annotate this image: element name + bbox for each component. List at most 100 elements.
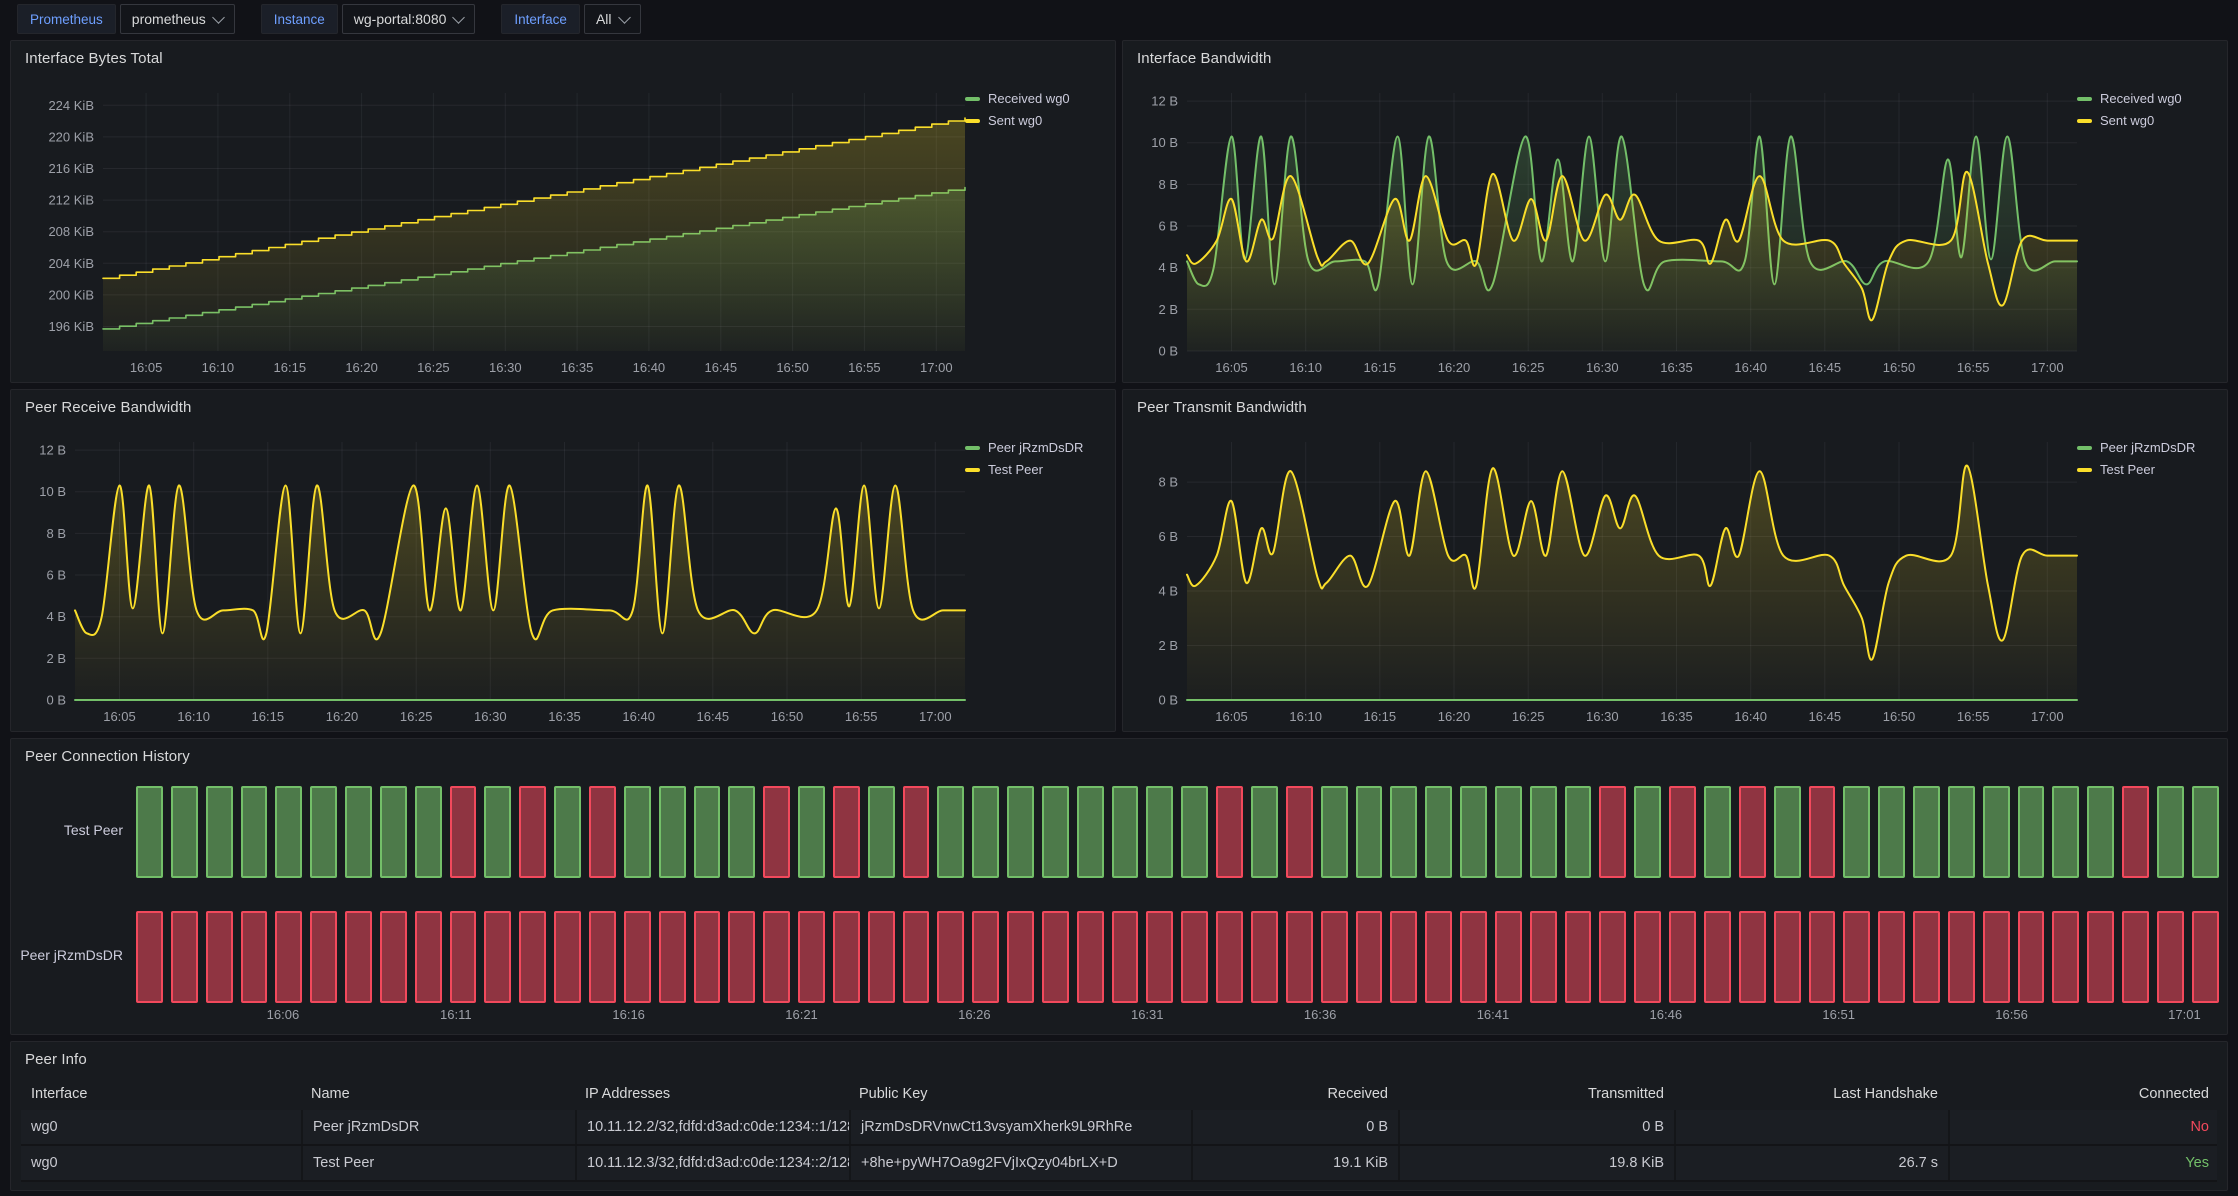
state-down-bar — [588, 786, 616, 878]
table-column-header[interactable]: Name — [311, 1086, 350, 1102]
state-up-bar — [554, 786, 581, 878]
panel-title[interactable]: Interface Bandwidth — [1137, 50, 1272, 67]
legend-item[interactable]: Sent wg0 — [965, 113, 1107, 128]
x-axis-tick: 16:55 — [848, 360, 881, 375]
state-down-bar — [449, 786, 477, 878]
timeline-x-tick: 16:56 — [1995, 1007, 2028, 1022]
x-axis-tick: 16:15 — [252, 709, 285, 724]
state-up-bar — [798, 786, 825, 878]
y-axis-tick: 10 B — [1151, 135, 1178, 150]
legend-item[interactable]: Received wg0 — [2077, 91, 2219, 106]
legend-series-label: Received wg0 — [2100, 91, 2182, 106]
panel-title[interactable]: Peer Transmit Bandwidth — [1137, 399, 1307, 416]
state-up-bar — [623, 786, 651, 878]
state-down-bar — [1041, 911, 1069, 1003]
legend-item[interactable]: Test Peer — [2077, 462, 2219, 477]
y-axis-tick: 200 KiB — [48, 287, 94, 302]
table-column-header[interactable]: Connected — [2138, 1086, 2209, 1102]
state-down-bar — [693, 911, 721, 1003]
table-column-header[interactable]: Transmitted — [1587, 1086, 1664, 1102]
variable-value-instance[interactable]: wg-portal:8080 — [341, 4, 476, 34]
timeseries-plot[interactable]: 12 B 10 B 8 B 6 B 4 B 2 B 0 B 16:05 16:10 16:15 16… — [11, 390, 1115, 731]
x-axis-tick: 16:25 — [417, 360, 450, 375]
x-axis-tick: 16:05 — [103, 709, 136, 724]
x-axis-tick: 17:00 — [2031, 709, 2064, 724]
legend-series-color — [965, 445, 980, 450]
state-down-bar — [763, 786, 791, 878]
legend-series-color — [2077, 118, 2092, 123]
y-axis-tick: 6 B — [1158, 219, 1178, 234]
timeline-x-tick: 16:51 — [1822, 1007, 1855, 1022]
state-up-bar — [240, 786, 268, 878]
legend-item[interactable]: Test Peer — [965, 462, 1107, 477]
state-down-bar — [275, 911, 303, 1003]
table-column-header[interactable]: IP Addresses — [585, 1086, 671, 1102]
legend-item[interactable]: Received wg0 — [965, 91, 1107, 106]
state-up-bar — [205, 786, 233, 878]
variable-value-text: prometheus — [131, 11, 206, 27]
state-up-bar — [728, 786, 756, 878]
timeline-row-label: Peer jRzmDsDR — [20, 947, 123, 963]
state-down-bar — [1843, 911, 1871, 1003]
table-column-header[interactable]: Received — [1327, 1086, 1388, 1102]
timeline-x-axis: 16:06 16:11 16:16 16:21 16:26 16:31 16:36 16:41… — [136, 1007, 2219, 1027]
timeline-x-tick: 16:36 — [1303, 1007, 1337, 1022]
variable-value-text: All — [595, 11, 612, 27]
panel-title[interactable]: Interface Bytes Total — [25, 50, 163, 67]
legend-series-label: Received wg0 — [988, 91, 1070, 106]
panel-interface-bytes-total: Interface Bytes Total 224 KiB 220 KiB 216 … — [10, 40, 1116, 383]
table-column-header[interactable]: Public Key — [859, 1086, 928, 1102]
table-row: wg0 Peer jRzmDsDR 10.11.12.2/32,fdfd:d3ad:… — [21, 1110, 2217, 1146]
state-down-bar — [1216, 911, 1243, 1003]
series-line — [1186, 135, 2078, 292]
legend-item[interactable]: Sent wg0 — [2077, 113, 2219, 128]
panel-title[interactable]: Peer Connection History — [25, 748, 190, 765]
state-down-bar — [1355, 911, 1383, 1003]
x-axis-tick: 16:15 — [274, 360, 307, 375]
state-down-bar — [1146, 911, 1174, 1003]
panel-title[interactable]: Peer Receive Bandwidth — [25, 399, 192, 416]
x-axis-tick: 16:40 — [622, 709, 655, 724]
timeseries-plot[interactable]: 12 B 10 B 8 B 6 B 4 B 2 B 0 B 16:05 16:10 16:15 16… — [1123, 41, 2227, 382]
state-up-bar — [1913, 786, 1940, 878]
state-down-bar — [1599, 786, 1627, 878]
y-axis-tick: 196 KiB — [48, 319, 94, 334]
state-down-bar — [519, 786, 547, 878]
legend-item[interactable]: Peer jRzmDsDR — [2077, 440, 2219, 455]
legend-series-color — [2077, 96, 2092, 101]
legend: Peer jRzmDsDR Test Peer — [965, 440, 1107, 477]
table-cell: Test Peer — [301, 1146, 575, 1180]
state-down-bar — [519, 911, 547, 1003]
state-down-bar — [2122, 911, 2149, 1003]
panel-title[interactable]: Peer Info — [25, 1051, 87, 1068]
panel-interface-bandwidth: Interface Bandwidth 12 B 10 B 8 B 6 B 4 B 2 B… — [1122, 40, 2228, 383]
table-column-header[interactable]: Interface — [31, 1086, 88, 1102]
x-axis-tick: 16:55 — [1957, 709, 1990, 724]
state-up-bar — [2017, 786, 2045, 878]
variable-value-interface[interactable]: All — [583, 4, 641, 34]
state-up-bar — [1460, 786, 1487, 878]
x-axis-tick: 16:40 — [1734, 360, 1767, 375]
state-down-bar — [1947, 911, 1975, 1003]
y-axis-tick: 12 B — [39, 443, 66, 458]
state-up-bar — [484, 786, 512, 878]
variable-value-prometheus[interactable]: prometheus — [119, 4, 235, 34]
x-axis-tick: 16:30 — [489, 360, 522, 375]
legend-series-color — [2077, 467, 2092, 472]
x-axis-tick: 16:35 — [548, 709, 581, 724]
state-down-bar — [240, 911, 268, 1003]
legend-item[interactable]: Peer jRzmDsDR — [965, 440, 1107, 455]
table-column-header[interactable]: Last Handshake — [1833, 1086, 1938, 1102]
table-cell: 26.7 s — [1674, 1146, 1948, 1180]
y-axis-tick: 0 B — [1158, 344, 1178, 359]
y-axis-tick: 224 KiB — [48, 98, 94, 113]
timeseries-plot[interactable]: 8 B 6 B 4 B 2 B 0 B 16:05 16:10 16:15 16:20 16:25… — [1123, 390, 2227, 731]
state-down-bar — [310, 911, 338, 1003]
x-axis-tick: 16:10 — [1289, 709, 1322, 724]
x-axis-tick: 16:55 — [1957, 360, 1990, 375]
timeseries-plot[interactable]: 224 KiB 220 KiB 216 KiB 212 KiB 208 KiB 204 K… — [11, 41, 1115, 382]
state-down-bar — [2052, 911, 2080, 1003]
timeline-x-tick: 16:16 — [612, 1007, 645, 1022]
variable-value-text: wg-portal:8080 — [353, 11, 447, 27]
y-axis-tick: 4 B — [46, 609, 66, 624]
